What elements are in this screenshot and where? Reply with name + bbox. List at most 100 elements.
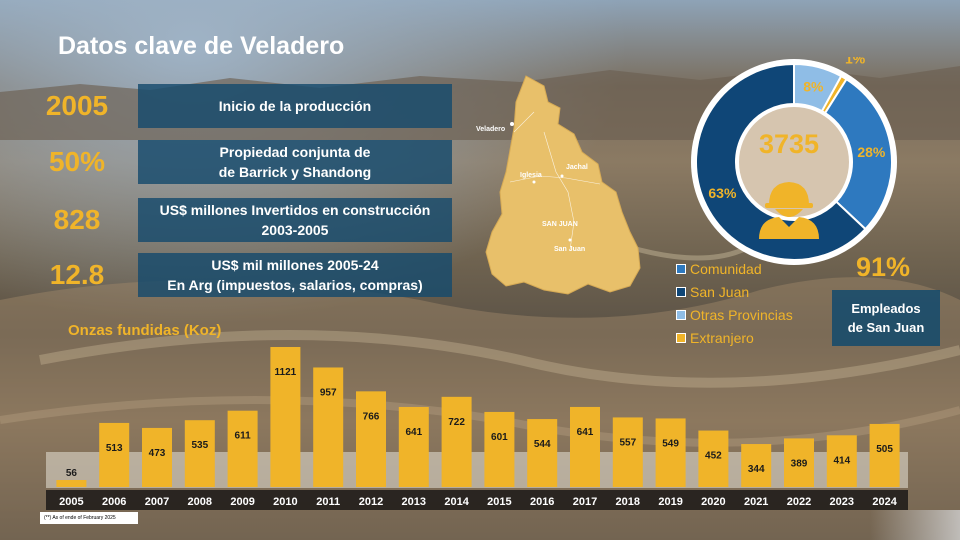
bar-2023 [826, 435, 857, 487]
x-tick-label: 2015 [487, 496, 511, 508]
stat-value: 50% [48, 146, 106, 177]
x-tick-label: 2006 [102, 496, 126, 508]
x-tick-label: 2013 [402, 496, 426, 508]
stat-label: Inicio de la producción [138, 84, 452, 128]
stat-row-investment: 828 US$ millones Invertidos en construcc… [14, 198, 454, 242]
footnote: (**) As of ende of February 2025 [40, 512, 138, 524]
bar-value-label: 452 [705, 451, 722, 462]
bar-value-label: 557 [619, 437, 636, 448]
donut-label: 1% [845, 57, 866, 67]
x-tick-label: 2018 [616, 496, 640, 508]
stat-label: Propiedad conjunta de de Barrick y Shand… [138, 140, 452, 184]
x-tick-label: 2023 [830, 496, 854, 508]
bar-2016 [527, 419, 558, 487]
map-label-capital: San Juan [554, 246, 586, 253]
bar-2021 [741, 444, 772, 487]
legend-label: Comunidad [690, 260, 762, 277]
bar-value-label: 56 [66, 468, 78, 479]
bar-2008 [184, 420, 215, 487]
map-label-jachal: Jachal [566, 164, 588, 171]
bar-2013 [398, 406, 429, 487]
bar-2015 [484, 411, 515, 487]
bar-value-label: 505 [876, 444, 893, 455]
bar-value-label: 766 [363, 411, 380, 422]
bar-value-label: 641 [577, 427, 594, 438]
worker-helmet-icon [759, 182, 819, 239]
map-label-veladero: Veladero [476, 126, 506, 133]
employees-legend: Comunidad San Juan Otras Provincias Extr… [676, 257, 793, 349]
bar-value-label: 414 [833, 455, 850, 466]
bar-2018 [612, 417, 643, 487]
bar-2022 [784, 438, 814, 487]
legend-swatch [676, 332, 686, 343]
bar-value-label: 1121 [275, 367, 297, 378]
legend-swatch [676, 286, 686, 297]
bar-2019 [655, 418, 686, 487]
corner-fade [870, 510, 960, 540]
slide-title: Datos clave de Veladero [58, 32, 345, 60]
legend-label: Otras Provincias [690, 306, 793, 323]
stat-value: 828 [53, 204, 101, 235]
legend-swatch [676, 309, 686, 320]
legend-item-extranjero: Extranjero [676, 326, 793, 349]
x-tick-label: 2022 [787, 496, 811, 508]
stat-label: US$ millones Invertidos en construcción … [138, 198, 452, 242]
donut-label: 8% [803, 78, 824, 94]
x-tick-label: 2019 [658, 496, 682, 508]
bar-value-label: 535 [191, 440, 208, 451]
province-map-shape [485, 75, 641, 295]
legend-item-san-juan: San Juan [676, 280, 793, 303]
legend-swatch [676, 263, 686, 274]
stat-row-contribution: 12.8 US$ mil millones 2005-24 En Arg (im… [14, 253, 454, 297]
bar-2017 [570, 406, 600, 487]
veladero-marker [510, 122, 514, 126]
bar-value-label: 389 [791, 458, 808, 469]
bar-value-label: 549 [662, 438, 679, 449]
employees-total: 3735 [759, 129, 819, 159]
x-tick-label: 2016 [530, 496, 554, 508]
chart-x-axis-band [46, 490, 908, 510]
donut-label: 28% [857, 144, 886, 160]
x-tick-label: 2010 [273, 496, 297, 508]
bar-value-label: 473 [149, 448, 166, 459]
bar-2010 [270, 347, 301, 487]
local-employees-label: Empleados de San Juan [832, 290, 940, 346]
bar-2007 [142, 427, 172, 487]
x-tick-label: 2014 [444, 496, 469, 508]
bar-2006 [99, 422, 130, 487]
stat-row-start-year: 2005 Inicio de la producción [14, 84, 454, 128]
san-juan-map: Veladero Jachal Iglesia SAN JUAN San Jua… [470, 72, 660, 302]
bar-2009 [227, 410, 258, 487]
x-tick-label: 2021 [744, 496, 768, 508]
legend-item-otras-provincias: Otras Provincias [676, 303, 793, 326]
bar-value-label: 344 [748, 464, 765, 475]
employees-donut-chart: 3735 8% 1% 28% 63% [691, 57, 897, 265]
bar-value-label: 544 [534, 439, 551, 450]
bar-value-label: 513 [106, 443, 123, 454]
bar-2005 [56, 480, 87, 487]
x-tick-label: 2007 [145, 496, 169, 508]
x-tick-label: 2017 [573, 496, 597, 508]
stat-value: 12.8 [49, 259, 105, 290]
bar-2014 [441, 396, 472, 487]
bar-2012 [356, 391, 386, 487]
stat-label: US$ mil millones 2005-24 En Arg (impuest… [138, 253, 452, 297]
chart-title: Onzas fundidas (Koz) [68, 322, 222, 339]
map-label-iglesia: Iglesia [520, 172, 542, 179]
legend-label: San Juan [690, 283, 750, 300]
x-tick-label: 2009 [230, 496, 254, 508]
bar-value-label: 641 [405, 427, 422, 438]
x-tick-label: 2008 [188, 496, 212, 508]
legend-label: Extranjero [690, 329, 754, 346]
bar-value-label: 722 [448, 417, 465, 428]
donut-label: 63% [708, 185, 737, 201]
bar-value-label: 601 [491, 432, 508, 443]
bar-2020 [698, 430, 729, 487]
local-employees-percent: 91% [856, 252, 911, 282]
legend-item-comunidad: Comunidad [676, 257, 793, 280]
map-label-province: SAN JUAN [542, 221, 578, 228]
bar-2011 [313, 367, 344, 487]
x-tick-label: 2024 [872, 496, 897, 508]
